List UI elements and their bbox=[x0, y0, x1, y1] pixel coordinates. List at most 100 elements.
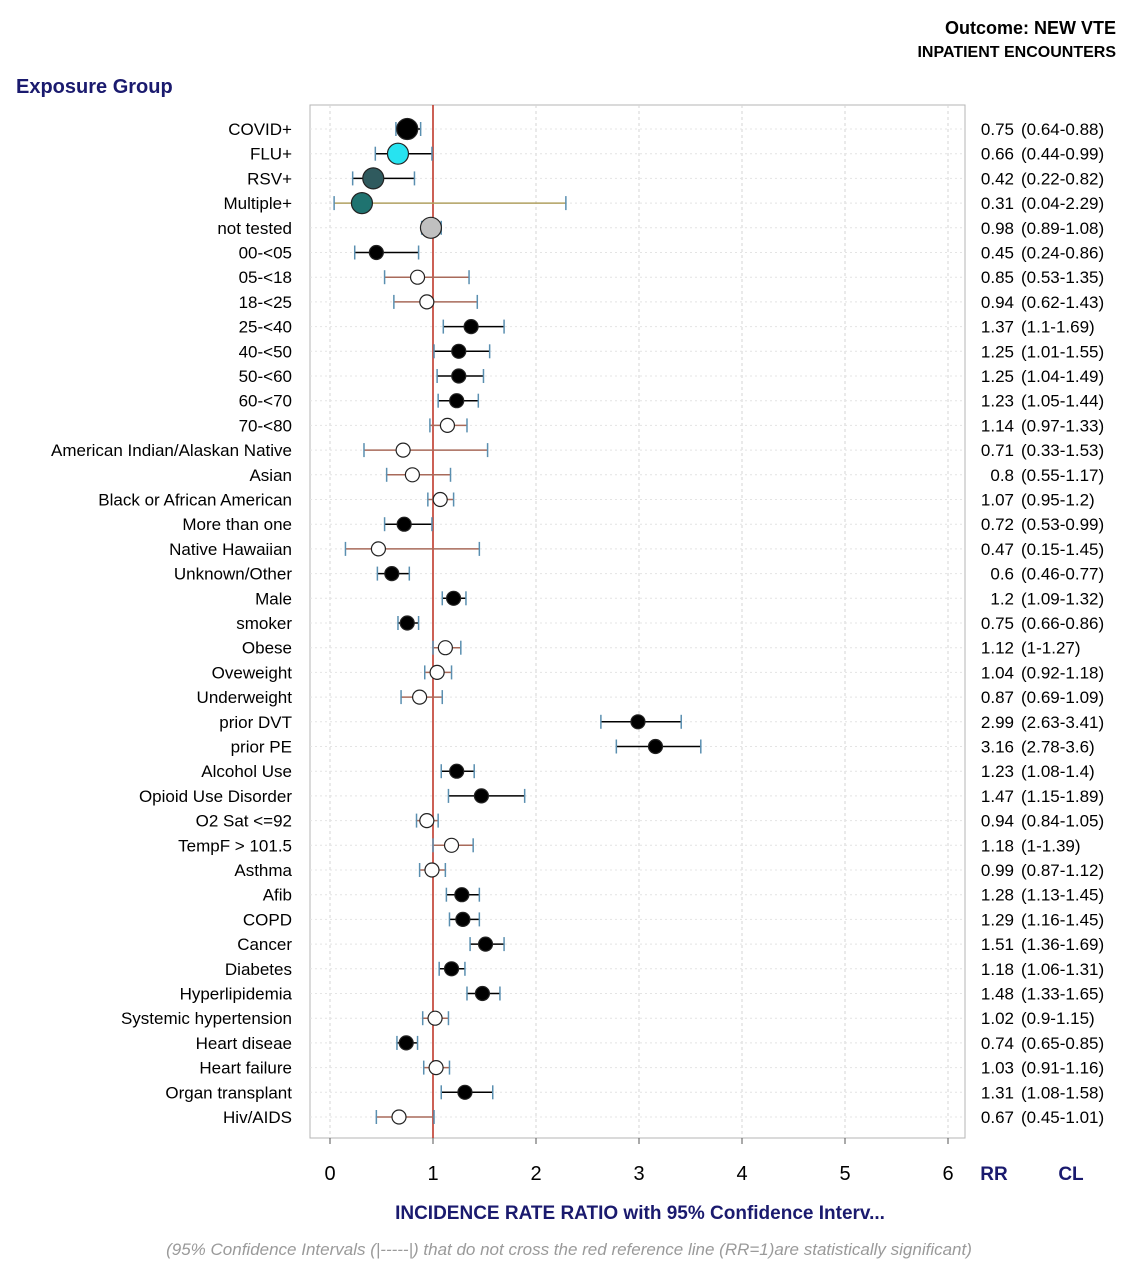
rr-value: 1.23 bbox=[981, 392, 1014, 411]
ci-value: (1.15-1.89) bbox=[1021, 787, 1104, 806]
row-label: Black or African American bbox=[98, 491, 292, 510]
ci-value: (0.84-1.05) bbox=[1021, 812, 1104, 831]
rr-value: 1.31 bbox=[981, 1083, 1014, 1102]
point-estimate bbox=[384, 565, 400, 582]
row-label: Asthma bbox=[234, 861, 292, 880]
ci-value: (0.87-1.12) bbox=[1021, 861, 1104, 880]
rr-value: 1.2 bbox=[990, 589, 1014, 608]
rr-value: 3.16 bbox=[981, 738, 1014, 757]
outcome-title: Outcome: NEW VTE bbox=[944, 18, 1116, 38]
ci-value: (1.1-1.69) bbox=[1021, 318, 1095, 337]
rr-value: 0.6 bbox=[990, 565, 1014, 584]
x-tick-label: 3 bbox=[633, 1163, 644, 1185]
point-estimate bbox=[463, 319, 479, 335]
x-tick-label: 1 bbox=[427, 1163, 438, 1185]
rr-value: 1.03 bbox=[981, 1059, 1014, 1078]
row-label: Hyperlipidemia bbox=[180, 985, 293, 1004]
x-tick-label: 0 bbox=[324, 1163, 335, 1185]
rr-value: 1.47 bbox=[981, 787, 1014, 806]
row-label: Unknown/Other bbox=[174, 565, 292, 584]
x-axis-label: INCIDENCE RATE RATIO with 95% Confidence… bbox=[395, 1203, 885, 1224]
row-label: 50-<60 bbox=[239, 367, 292, 386]
x-tick-label: 2 bbox=[530, 1163, 541, 1185]
ci-value: (1.08-1.4) bbox=[1021, 762, 1095, 781]
point-estimate bbox=[427, 1010, 443, 1026]
row-label: 05-<18 bbox=[239, 268, 292, 287]
ci-value: (0.65-0.85) bbox=[1021, 1034, 1104, 1053]
row-label: Native Hawaiian bbox=[169, 540, 292, 559]
point-estimate bbox=[443, 837, 460, 853]
rr-value: 0.74 bbox=[981, 1034, 1014, 1053]
row-label: FLU+ bbox=[250, 145, 292, 164]
rr-value: 0.47 bbox=[981, 540, 1014, 559]
ci-value: (1.06-1.31) bbox=[1021, 960, 1104, 979]
point-estimate bbox=[454, 887, 470, 903]
ci-value: (0.9-1.15) bbox=[1021, 1009, 1095, 1028]
ci-value: (1.04-1.49) bbox=[1021, 367, 1104, 386]
rr-value: 0.75 bbox=[981, 614, 1014, 633]
ci-value: (0.53-0.99) bbox=[1021, 515, 1104, 534]
ci-value: (1.08-1.58) bbox=[1021, 1083, 1104, 1102]
point-estimate bbox=[443, 961, 460, 977]
row-label: Underweight bbox=[197, 688, 293, 707]
point-estimate bbox=[368, 244, 384, 261]
point-estimate bbox=[399, 615, 415, 631]
point-estimate bbox=[457, 1084, 473, 1100]
footnote: (95% Confidence Intervals (|-----|) that… bbox=[166, 1240, 972, 1259]
row-label: not tested bbox=[217, 219, 292, 238]
row-label: Alcohol Use bbox=[201, 762, 292, 781]
ci-value: (1-1.39) bbox=[1021, 836, 1081, 855]
x-tick-label: 5 bbox=[839, 1163, 850, 1185]
y-axis-title: Exposure Group bbox=[16, 76, 173, 98]
ci-value: (2.63-3.41) bbox=[1021, 713, 1104, 732]
ci-value: (0.69-1.09) bbox=[1021, 688, 1104, 707]
ci-value: (0.33-1.53) bbox=[1021, 441, 1104, 460]
rr-value: 1.18 bbox=[981, 960, 1014, 979]
ci-value: (2.78-3.6) bbox=[1021, 738, 1095, 757]
row-label: Heart diseae bbox=[196, 1034, 292, 1053]
ci-value: (0.04-2.29) bbox=[1021, 194, 1104, 213]
row-label: 40-<50 bbox=[239, 342, 292, 361]
ci-value: (0.66-0.86) bbox=[1021, 614, 1104, 633]
point-estimate bbox=[439, 417, 456, 433]
point-estimate bbox=[398, 1035, 414, 1051]
row-label: RSV+ bbox=[247, 169, 292, 188]
row-label: Asian bbox=[249, 466, 292, 485]
rr-value: 1.07 bbox=[981, 491, 1014, 510]
ci-value: (0.95-1.2) bbox=[1021, 491, 1095, 510]
rr-value: 1.23 bbox=[981, 762, 1014, 781]
rr-value: 0.8 bbox=[990, 466, 1014, 485]
point-estimate bbox=[419, 812, 435, 829]
row-label: Heart failure bbox=[199, 1059, 292, 1078]
rr-value: 0.71 bbox=[981, 441, 1014, 460]
row-label: Organ transplant bbox=[165, 1083, 292, 1102]
row-label: Hiv/AIDS bbox=[223, 1108, 292, 1127]
ci-value: (1.36-1.69) bbox=[1021, 935, 1104, 954]
rr-value: 1.14 bbox=[981, 416, 1014, 435]
rr-value: 2.99 bbox=[981, 713, 1014, 732]
encounter-subtitle: INPATIENT ENCOUNTERS bbox=[917, 44, 1116, 61]
point-estimate bbox=[473, 788, 490, 804]
row-label: 18-<25 bbox=[239, 293, 292, 312]
row-label: 00-<05 bbox=[239, 244, 292, 263]
row-label: 70-<80 bbox=[239, 416, 292, 435]
row-label: 60-<70 bbox=[239, 392, 292, 411]
point-estimate bbox=[396, 516, 412, 532]
point-estimate bbox=[409, 269, 426, 285]
row-label: Multiple+ bbox=[223, 194, 292, 213]
ci-value: (1-1.27) bbox=[1021, 639, 1081, 658]
point-estimate bbox=[370, 541, 387, 557]
rr-value: 1.18 bbox=[981, 836, 1014, 855]
row-label: 25-<40 bbox=[239, 318, 292, 337]
rr-value: 0.99 bbox=[981, 861, 1014, 880]
rr-value: 1.04 bbox=[981, 663, 1014, 682]
row-label: More than one bbox=[182, 515, 292, 534]
row-label: COPD bbox=[243, 910, 292, 929]
ci-value: (0.62-1.43) bbox=[1021, 293, 1104, 312]
row-label: American Indian/Alaskan Native bbox=[51, 441, 292, 460]
rr-value: 0.67 bbox=[981, 1108, 1014, 1127]
row-label: Cancer bbox=[237, 935, 292, 954]
rr-value: 0.45 bbox=[981, 244, 1014, 263]
rr-value: 1.25 bbox=[981, 342, 1014, 361]
